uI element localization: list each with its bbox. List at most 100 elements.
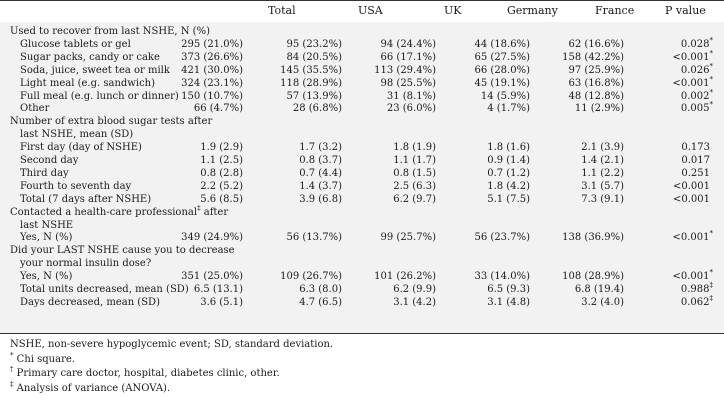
footnote-chi-square: * Chi square.: [10, 351, 710, 368]
table-row: last NSHE, mean (SD): [0, 129, 724, 141]
cell-uk: 31 (8.1%): [386, 90, 436, 102]
table-header: Total USA UK Germany France P value: [0, 0, 724, 24]
cell-total: 66 (4.7%): [193, 103, 243, 115]
table-row: Contacted a health-care professional‡ af…: [0, 204, 724, 219]
cell-total: 1.9 (2.9): [200, 142, 243, 154]
row-label: Fourth to seventh day: [20, 180, 132, 192]
table-row: Glucose tablets or gel 295 (21.0%) 95 (23.…: [0, 36, 724, 51]
cell-usa: 4.7 (6.5): [299, 296, 342, 308]
cell-total: 421 (30.0%): [181, 64, 243, 76]
section-label: Did your LAST NSHE cause you to decrease: [10, 245, 235, 257]
table-row: Fourth to seventh day 2.2 (5.2) 1.4 (3.7) 2…: [0, 181, 724, 193]
cell-pvalue: 0.028*: [680, 36, 713, 50]
footnote-anova: ‡ Analysis of variance (ANOVA).: [10, 380, 710, 397]
table-row: Second day 1.1 (2.5) 0.8 (3.7) 1.1 (1.7) 0.9…: [0, 155, 724, 167]
row-label: Full meal (e.g. lunch or dinner): [20, 90, 179, 102]
cell-usa: 1.4 (3.7): [299, 180, 342, 192]
cell-uk: 94 (24.4%): [380, 38, 436, 50]
cell-germany: 66 (28.0%): [474, 64, 530, 76]
cell-germany: 33 (14.0%): [474, 271, 530, 283]
cell-usa: 56 (13.7%): [286, 232, 342, 244]
table-row: last NSHE: [0, 220, 724, 232]
cell-usa: 84 (20.5%): [286, 51, 342, 63]
cell-total: 5.6 (8.5): [200, 193, 243, 205]
col-header-total: Total: [268, 4, 296, 17]
cell-uk: 6.2 (9.9): [393, 284, 436, 295]
table-row: Total units decreased, mean (SD) 6.5 (13.…: [0, 282, 724, 296]
cell-usa: 57 (13.9%): [286, 90, 342, 102]
row-label: Glucose tablets or gel: [20, 38, 131, 50]
cell-france: 11 (2.9%): [574, 103, 624, 115]
table-row: Did your LAST NSHE cause you to decrease: [0, 245, 724, 257]
cell-usa: 0.7 (4.4): [299, 167, 342, 179]
footnote-professional: † Primary care doctor, hospital, diabete…: [10, 366, 710, 382]
cell-germany: 44 (18.6%): [474, 38, 530, 50]
cell-uk: 98 (25.5%): [380, 77, 436, 89]
cell-france: 63 (16.8%): [568, 77, 624, 89]
cell-uk: 1.1 (1.7): [393, 155, 436, 166]
cell-germany: 5.1 (7.5): [487, 193, 530, 205]
table-row: Other 66 (4.7%) 28 (6.8%) 23 (6.0%) 4 (1.7%)…: [0, 102, 724, 115]
cell-france: 62 (16.6%): [568, 38, 624, 50]
cell-uk: 6.2 (9.7): [393, 193, 436, 205]
col-header-usa: USA: [358, 4, 383, 17]
table-row: Third day 0.8 (2.8) 0.7 (4.4) 0.8 (1.5) 0.7 …: [0, 168, 724, 180]
cell-france: 7.3 (9.1): [581, 193, 624, 205]
cell-france: 3.1 (5.7): [581, 180, 624, 192]
table-row: Yes, N (%) 349 (24.9%) 56 (13.7%) 99 (25.7%…: [0, 231, 724, 244]
cell-total: 3.6 (5.1): [200, 296, 243, 308]
col-header-france: France: [595, 4, 635, 17]
table-body: Used to recover from last NSHE, N (%) Glu…: [0, 22, 724, 333]
row-label: Sugar packs, candy or cake: [20, 51, 160, 63]
cell-usa: 145 (35.5%): [280, 64, 342, 76]
row-label: Yes, N (%): [20, 232, 73, 244]
cell-france: 3.2 (4.0): [581, 296, 624, 308]
footnote-abbreviations: NSHE, non-severe hypoglycemic event; SD,…: [10, 339, 334, 350]
row-label: your normal insulin dose?: [20, 258, 152, 270]
col-header-germany: Germany: [507, 4, 558, 17]
cell-france: 2.1 (3.9): [581, 142, 624, 154]
cell-total: 150 (10.7%): [181, 90, 243, 102]
cell-pvalue: 0.026*: [680, 62, 713, 76]
cell-pvalue: 0.017: [681, 155, 710, 166]
footnote-mark: ‡: [10, 380, 14, 389]
cell-total: 2.2 (5.2): [200, 180, 243, 192]
row-label: Yes, N (%): [20, 271, 73, 283]
cell-total: 295 (21.0%): [181, 38, 243, 50]
cell-germany: 4 (1.7%): [487, 103, 530, 115]
cell-total: 373 (26.6%): [181, 51, 243, 63]
table-row: Sugar packs, candy or cake 373 (26.6%) 84 …: [0, 50, 724, 64]
cell-france: 1.4 (2.1): [581, 155, 624, 166]
section-label: Number of extra blood sugar tests after: [10, 116, 213, 128]
footnote-mark: *: [10, 351, 14, 360]
cell-france: 138 (36.9%): [562, 232, 624, 244]
cell-uk: 101 (26.2%): [374, 271, 436, 283]
row-label: Total (7 days after NSHE): [20, 193, 152, 205]
cell-pvalue: <0.001*: [672, 268, 713, 283]
cell-uk: 113 (29.4%): [374, 64, 436, 76]
cell-germany: 1.8 (1.6): [487, 142, 530, 154]
cell-germany: 6.5 (9.3): [487, 284, 530, 295]
section-label: Used to recover from last NSHE, N (%): [10, 26, 210, 37]
footnote-text: Primary care doctor, hospital, diabetes …: [13, 368, 280, 379]
cell-uk: 1.8 (1.9): [393, 142, 436, 154]
table-bottom-rule: [0, 333, 724, 334]
cell-pvalue: <0.001*: [672, 75, 713, 89]
cell-germany: 56 (23.7%): [474, 232, 530, 244]
table-row: Soda, juice, sweet tea or milk 421 (30.0%…: [0, 62, 724, 77]
cell-germany: 0.9 (1.4): [487, 155, 530, 166]
row-label: First day (day of NSHE): [20, 142, 142, 154]
row-label: Total units decreased, mean (SD): [20, 284, 189, 295]
cell-total: 1.1 (2.5): [200, 155, 243, 166]
cell-france: 97 (25.9%): [568, 64, 624, 76]
row-label: last NSHE, mean (SD): [20, 129, 134, 141]
cell-usa: 28 (6.8%): [292, 103, 342, 115]
section-label: Contacted a health-care professional‡ af…: [10, 204, 229, 218]
row-label: last NSHE: [20, 219, 74, 231]
col-header-uk: UK: [444, 4, 462, 17]
cell-usa: 3.9 (6.8): [299, 193, 342, 205]
table-row: Used to recover from last NSHE, N (%): [0, 26, 724, 38]
row-label: Light meal (e.g. sandwich): [20, 77, 156, 89]
cell-total: 351 (25.0%): [181, 271, 243, 283]
row-label: Days decreased, mean (SD): [20, 296, 160, 308]
